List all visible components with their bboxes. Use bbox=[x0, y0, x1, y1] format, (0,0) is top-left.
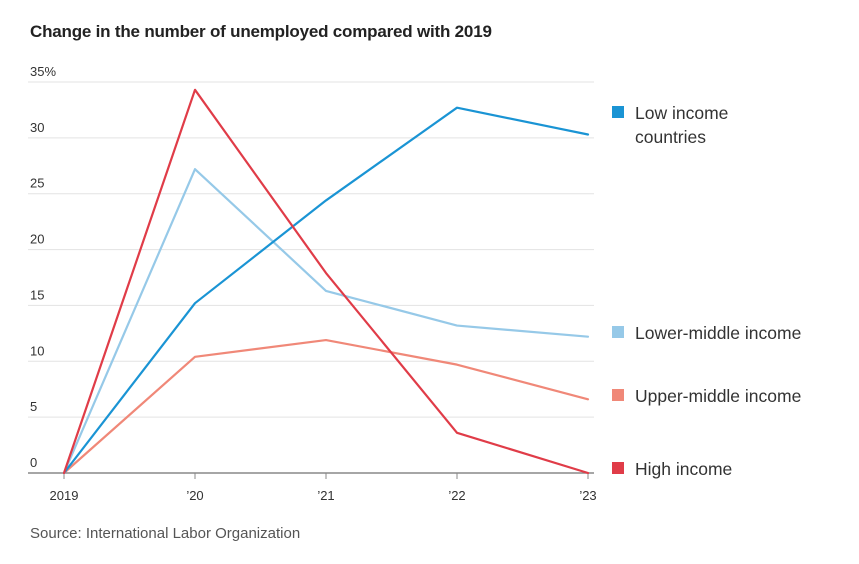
y-tick-label: 35% bbox=[30, 64, 56, 79]
y-tick-label: 10 bbox=[30, 343, 44, 358]
legend-label-low: Low income bbox=[635, 103, 728, 123]
series-line-low bbox=[62, 106, 590, 475]
legend-swatch-upper-middle bbox=[612, 389, 624, 401]
y-tick-label: 30 bbox=[30, 120, 44, 135]
y-tick-label: 25 bbox=[30, 176, 44, 191]
series-line-high bbox=[62, 88, 590, 475]
legend-label-upper-middle: Upper-middle income bbox=[635, 386, 801, 406]
y-tick-label: 20 bbox=[30, 232, 44, 247]
legend-swatch-low bbox=[612, 106, 624, 118]
x-tick-label: ’21 bbox=[317, 488, 334, 503]
source-note: Source: International Labor Organization bbox=[30, 525, 301, 542]
series-line-upper-middle bbox=[62, 338, 590, 475]
x-tick-label: 2019 bbox=[50, 488, 79, 503]
y-tick-label: 5 bbox=[30, 399, 37, 414]
x-axis-ticks: 2019 ’20 ’21 ’22 ’23 bbox=[50, 473, 597, 503]
legend: Low income countries Lower-middle income Up… bbox=[612, 103, 801, 479]
series-line-lower-middle bbox=[62, 168, 590, 475]
legend-swatch-high bbox=[612, 462, 624, 474]
chart-title: Change in the number of unemployed compa… bbox=[30, 22, 492, 41]
y-axis-ticks: 0 5 10 15 20 25 30 35% bbox=[30, 64, 56, 470]
legend-label-high: High income bbox=[635, 459, 732, 479]
x-tick-label: ’20 bbox=[186, 488, 203, 503]
series-lines bbox=[62, 88, 590, 475]
legend-label-low: countries bbox=[635, 127, 706, 147]
legend-label-lower-middle: Lower-middle income bbox=[635, 323, 801, 343]
x-tick-label: ’23 bbox=[579, 488, 596, 503]
y-tick-label: 0 bbox=[30, 455, 37, 470]
gridlines bbox=[28, 81, 594, 474]
legend-swatch-lower-middle bbox=[612, 326, 624, 338]
x-tick-label: ’22 bbox=[448, 488, 465, 503]
y-tick-label: 15 bbox=[30, 287, 44, 302]
